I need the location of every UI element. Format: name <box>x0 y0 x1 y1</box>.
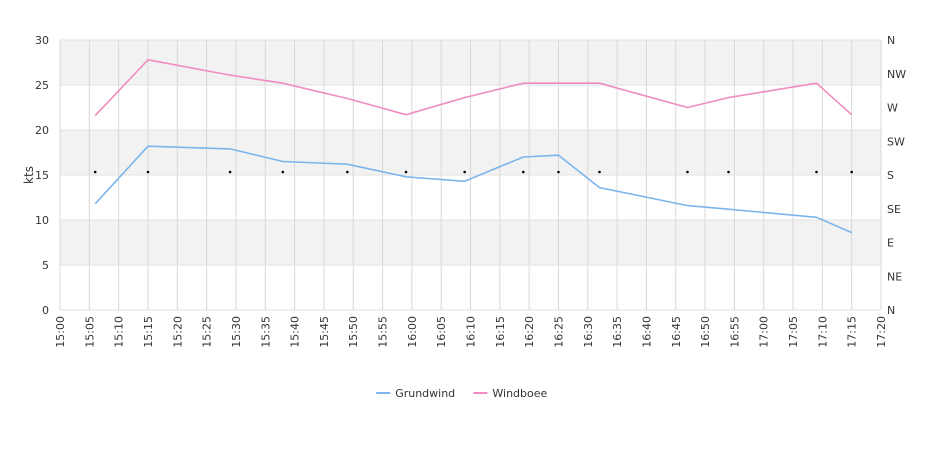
x-tick-label: 15:15 <box>142 316 155 348</box>
direction-tick-label: NE <box>887 270 902 283</box>
direction-marker <box>598 170 601 174</box>
y-tick-label: 25 <box>35 79 49 92</box>
x-tick-label: 15:10 <box>113 316 126 348</box>
x-tick-label: 16:25 <box>552 316 565 348</box>
direction-marker <box>727 170 730 174</box>
x-tick-label: 17:15 <box>846 316 859 348</box>
direction-tick-label: W <box>887 102 898 115</box>
legend-item-grundwind: Grundwind <box>376 387 455 400</box>
x-axis-ticks: 15:00 15:05 15:10 15:15 15:20 15:25 15:30 15:35… <box>54 316 888 348</box>
x-tick-label: 16:05 <box>435 316 448 348</box>
direction-marker <box>146 170 150 174</box>
y-tick-label: 20 <box>35 124 49 137</box>
direction-marker <box>228 170 232 174</box>
x-tick-label: 16:15 <box>494 316 507 348</box>
x-tick-label: 16:55 <box>728 316 741 348</box>
legend: Grundwind Windboee <box>376 387 548 400</box>
direction-marker <box>557 170 560 174</box>
y-axis-ticks: 0 5 10 15 20 25 30 <box>35 34 49 317</box>
direction-marker <box>521 170 525 174</box>
direction-marker <box>463 170 466 174</box>
series-line-windboee <box>94 58 853 117</box>
x-tick-label: 15:45 <box>318 316 331 348</box>
y-tick-label: 0 <box>42 304 49 317</box>
direction-marker <box>815 170 818 174</box>
x-tick-label: 17:20 <box>875 316 888 348</box>
direction-tick-label: SE <box>887 203 901 216</box>
x-tick-label: 15:40 <box>289 316 302 348</box>
direction-tick-label: N <box>887 34 895 47</box>
x-tick-label: 16:30 <box>582 316 595 348</box>
direction-tick-label: S <box>887 169 894 182</box>
x-tick-label: 16:20 <box>523 316 536 348</box>
x-tick-label: 15:05 <box>83 316 96 348</box>
x-tick-label: 16:10 <box>465 316 478 348</box>
x-tick-label: 15:55 <box>377 316 390 348</box>
direction-tick-label: NW <box>887 68 906 81</box>
legend-label: Grundwind <box>395 387 455 400</box>
x-tick-label: 16:35 <box>611 316 624 348</box>
y-tick-label: 30 <box>35 34 49 47</box>
series-lines <box>94 58 853 234</box>
x-tick-label: 16:50 <box>699 316 712 348</box>
y-axis-title: kts <box>22 166 36 184</box>
x-tick-label: 15:50 <box>347 316 360 348</box>
direction-axis-ticks: N NE E SE S SW W NW N <box>887 34 906 317</box>
x-tick-label: 16:45 <box>670 316 683 348</box>
x-tick-label: 15:20 <box>171 316 184 348</box>
direction-tick-label: N <box>887 304 895 317</box>
horizontal-gridlines <box>60 39 881 311</box>
x-tick-label: 17:10 <box>816 316 829 348</box>
series-line-grundwind <box>94 145 853 234</box>
x-tick-label: 15:30 <box>230 316 243 348</box>
x-tick-label: 16:00 <box>406 316 419 348</box>
direction-markers <box>93 170 853 174</box>
legend-label: Windboee <box>492 387 547 400</box>
y-tick-label: 5 <box>42 259 49 272</box>
direction-marker <box>850 170 853 174</box>
direction-tick-label: E <box>887 237 894 250</box>
x-tick-label: 16:40 <box>640 316 653 348</box>
x-tick-label: 15:35 <box>259 316 272 348</box>
direction-tick-label: SW <box>887 135 905 148</box>
x-tick-label: 15:25 <box>201 316 214 348</box>
x-tick-label: 17:05 <box>787 316 800 348</box>
x-tick-label: 17:00 <box>758 316 771 348</box>
x-tick-label: 15:00 <box>54 316 67 348</box>
direction-marker <box>404 170 408 174</box>
legend-item-windboee: Windboee <box>473 387 548 400</box>
direction-marker <box>93 170 97 174</box>
direction-marker <box>686 170 689 174</box>
direction-marker <box>346 170 349 174</box>
y-tick-label: 10 <box>35 214 49 227</box>
y-tick-label: 15 <box>35 169 49 182</box>
direction-marker <box>281 170 285 174</box>
